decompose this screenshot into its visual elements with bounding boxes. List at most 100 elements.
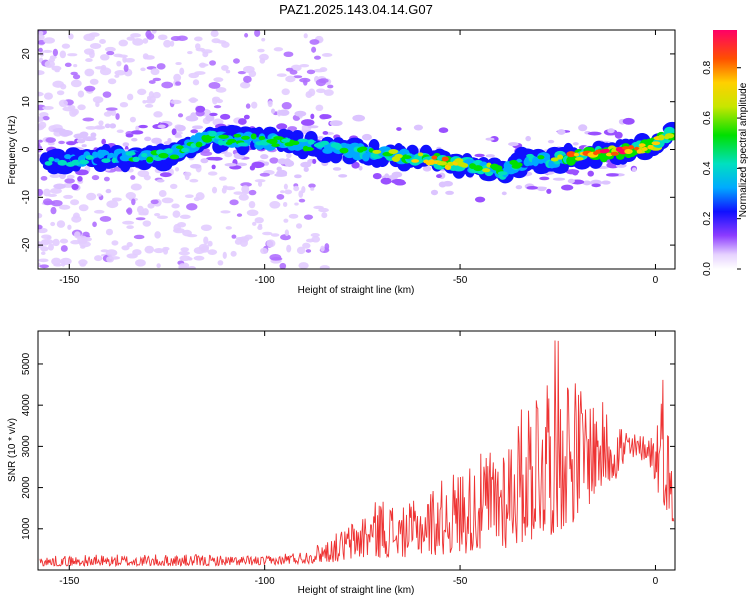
spectrogram-noise-blob [320, 245, 325, 252]
spectrogram-noise-blob [98, 120, 104, 126]
spectrogram-noise-blob [105, 107, 118, 111]
spectrogram-ridge-blob [372, 149, 382, 154]
spectrogram-noise-blob [38, 121, 47, 129]
spectrogram-noise-blob [173, 73, 182, 82]
spectrogram-noise-blob [200, 158, 209, 164]
spectrogram-noise-blob [107, 78, 117, 85]
spectrogram-ridge-blob [250, 133, 257, 140]
spectrogram-noise-blob [173, 227, 185, 234]
spectrogram-x-tick-label: -100 [255, 275, 275, 286]
spectrogram-noise-blob [274, 173, 288, 177]
spectrogram-noise-blob [224, 152, 233, 158]
spectrogram-noise-blob [308, 183, 316, 189]
spectrogram-noise-blob [99, 54, 110, 61]
spectrogram-noise-blob [281, 88, 290, 96]
spectrogram-ridge-blob [307, 139, 315, 145]
spectrogram-noise-blob [225, 69, 231, 74]
spectrogram-noise-blob [66, 141, 77, 146]
spectrogram-noise-blob [224, 163, 237, 167]
spectrogram-noise-blob [126, 36, 135, 41]
spectrogram-noise-blob [161, 81, 174, 89]
spectrogram-noise-blob [194, 36, 203, 42]
spectrogram-noise-blob [200, 151, 213, 157]
spectrogram-noise-blob [179, 214, 191, 220]
spectrogram-noise-blob [144, 103, 154, 108]
spectrogram-noise-blob [195, 105, 206, 113]
spectrogram-noise-blob [283, 183, 288, 190]
spectrogram-ridge-blob [303, 147, 314, 152]
spectrogram-noise-blob [96, 193, 102, 197]
spectrogram-noise-blob [104, 46, 116, 52]
spectrogram-ridge-blob [48, 156, 55, 162]
spectrogram-noise-blob [53, 183, 66, 190]
spectrogram-noise-blob [438, 127, 449, 133]
spectrogram-noise-blob [319, 114, 332, 120]
spectrogram-noise-blob [380, 177, 392, 185]
spectrogram-image [38, 30, 675, 269]
spectrogram-noise-blob [67, 53, 78, 57]
spectrogram-noise-blob [40, 175, 48, 181]
spectrogram-noise-blob [56, 220, 66, 228]
spectrogram-noise-blob [70, 199, 80, 206]
spectrogram-noise-blob [303, 79, 308, 86]
spectrogram-ridge-blob [454, 158, 464, 163]
spectrogram-noise-blob [178, 251, 190, 256]
spectrogram-ridge-blob [233, 133, 242, 138]
spectrogram-noise-blob [361, 133, 372, 141]
spectrogram-ridge-blob [638, 143, 646, 148]
spectrogram-noise-blob [301, 186, 306, 194]
spectrogram-noise-blob [63, 194, 74, 199]
spectrogram-noise-blob [259, 172, 270, 177]
spectrogram-noise-blob [143, 174, 151, 181]
spectrogram-noise-blob [60, 245, 68, 252]
spectrogram-noise-blob [245, 103, 251, 109]
spectrogram-noise-blob [238, 118, 247, 125]
spectrogram-noise-blob [198, 243, 210, 252]
spectrogram-noise-blob [39, 264, 50, 269]
spectrogram-noise-blob [187, 50, 193, 55]
spectrogram-noise-blob [170, 40, 175, 47]
spectrogram-noise-blob [442, 180, 453, 187]
spectrogram-noise-blob [189, 178, 199, 183]
spectrogram-noise-blob [142, 99, 147, 104]
spectrogram-noise-blob [135, 259, 146, 267]
spectrogram-noise-blob [547, 139, 555, 144]
spectrogram-ridge-blob [431, 155, 438, 160]
spectrogram-ridge-blob [634, 146, 640, 151]
spectrogram-noise-blob [318, 136, 324, 140]
spectrogram-ridge-blob [550, 157, 559, 162]
spectrogram-noise-blob [413, 124, 424, 131]
spectrogram-noise-blob [79, 131, 89, 138]
spectrogram-noise-blob [130, 175, 136, 180]
spectrogram-noise-blob [38, 212, 43, 219]
spectrogram-noise-blob [77, 175, 83, 182]
spectrogram-noise-blob [257, 181, 263, 187]
spectrogram-noise-blob [64, 62, 72, 68]
spectrogram-noise-blob [303, 33, 308, 39]
spectrogram-noise-blob [578, 124, 588, 132]
spectrogram-ridge-blob [176, 145, 184, 150]
spectrogram-ridge-blob [290, 140, 300, 146]
spectrogram-noise-blob [269, 200, 281, 209]
spectrogram-noise-blob [85, 125, 97, 130]
spectrogram-noise-blob [244, 33, 249, 38]
spectrogram-noise-blob [280, 234, 291, 241]
spectrogram-noise-blob [130, 183, 142, 191]
spectrogram-noise-blob [158, 189, 167, 198]
spectrogram-ridge-blob [164, 148, 173, 154]
spectrogram-noise-blob [515, 185, 523, 190]
spectrogram-noise-blob [143, 55, 155, 60]
spectrogram-ridge-blob [281, 138, 292, 143]
spectrogram-noise-blob [293, 75, 303, 79]
spectrogram-noise-blob [372, 173, 382, 180]
spectrogram-noise-blob [286, 244, 292, 253]
spectrogram-noise-blob [91, 175, 100, 181]
spectrogram-noise-blob [287, 126, 298, 132]
snr-y-ticks: 1000 2000 3000 4000 5000 [21, 352, 675, 540]
spectrogram-noise-blob [315, 79, 326, 87]
spectrogram-ridge-blob [428, 159, 435, 165]
spectrogram-noise-blob [240, 182, 252, 187]
spectrogram-noise-blob [258, 223, 263, 228]
spectrogram-noise-blob [211, 164, 216, 170]
spectrogram-noise-blob [319, 265, 330, 269]
